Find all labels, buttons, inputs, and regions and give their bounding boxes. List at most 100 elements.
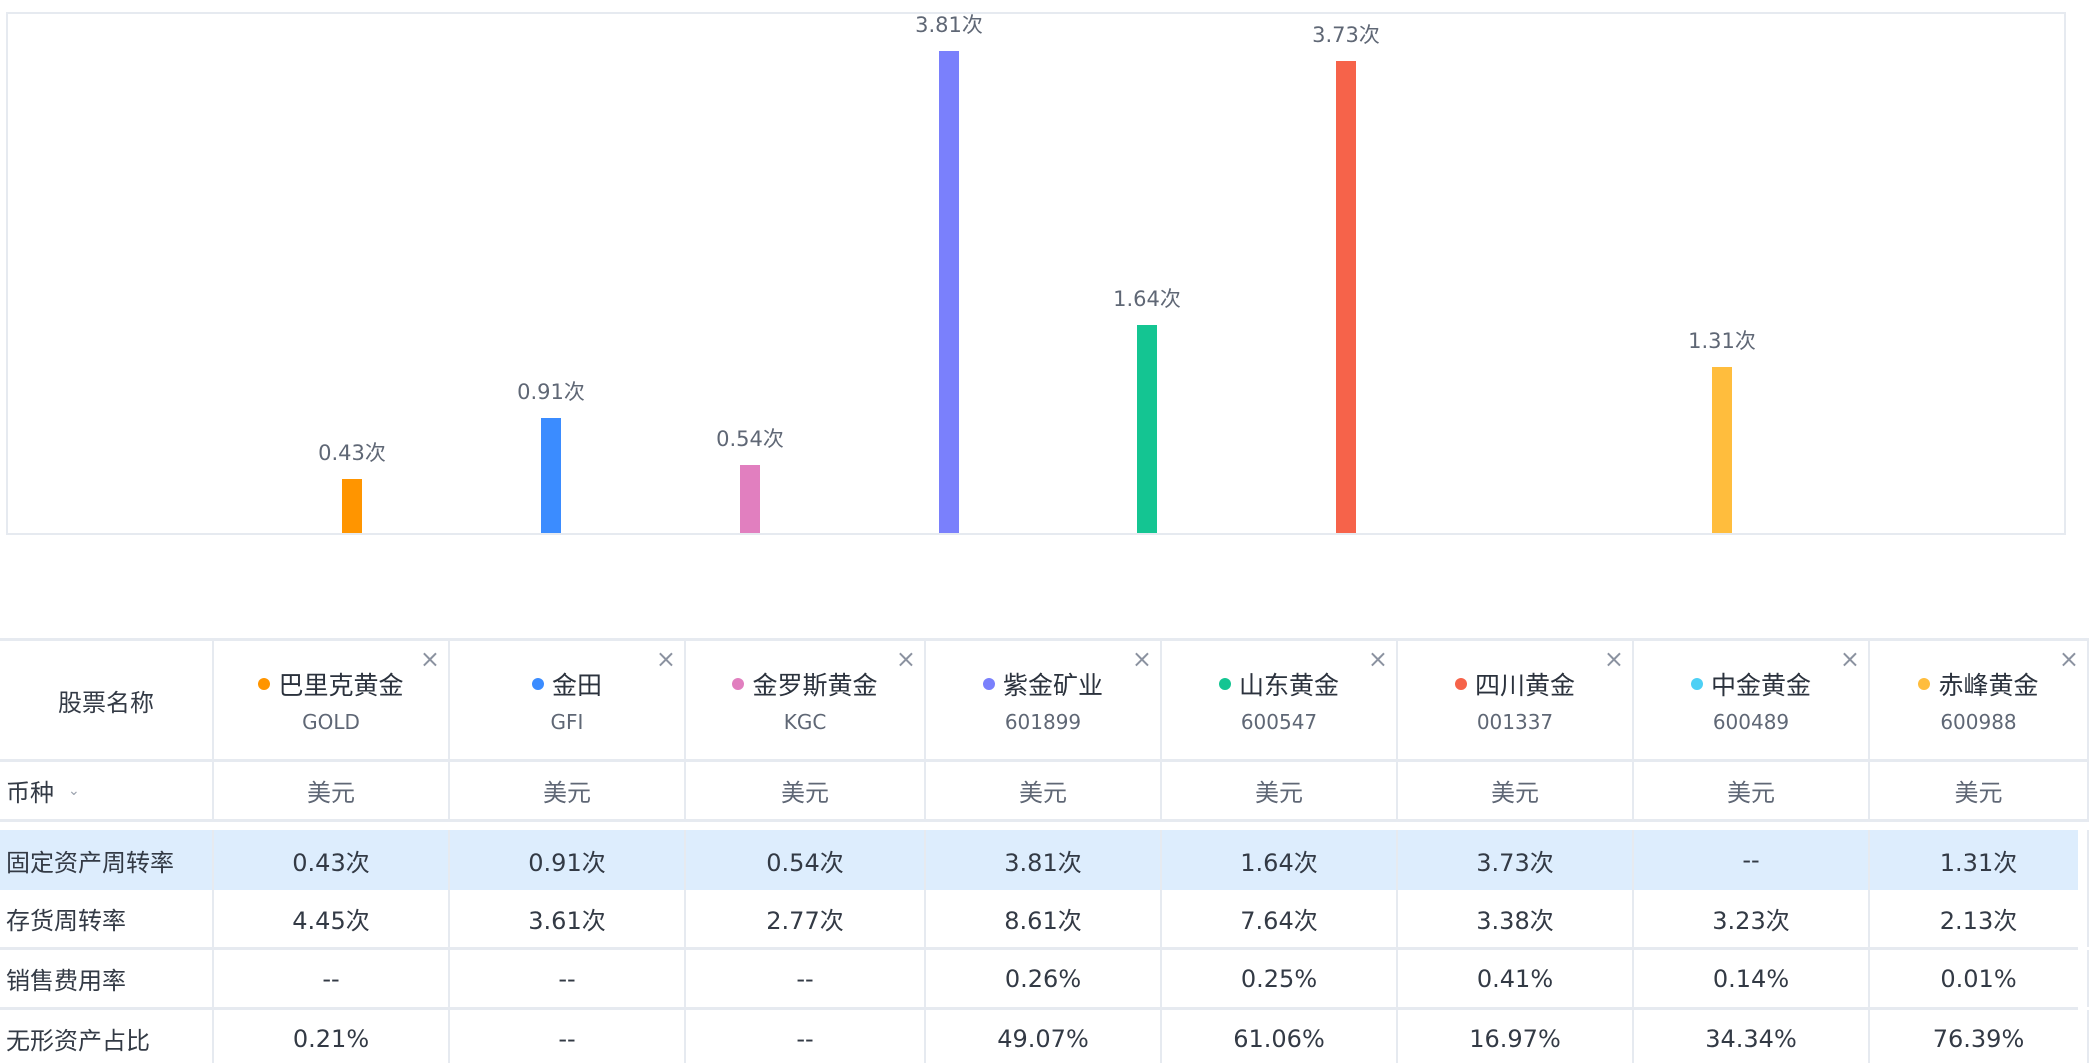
bar[interactable] <box>939 51 959 533</box>
stock-head: 金田 GFI <box>531 666 602 734</box>
stock-name[interactable]: 紫金矿业 <box>982 666 1103 702</box>
row-label-cell: 固定资产周转率 <box>0 830 214 890</box>
chevron-down-icon[interactable]: ⌄ <box>68 782 80 799</box>
bar[interactable] <box>342 479 362 533</box>
close-icon[interactable]: × <box>419 645 440 673</box>
bar[interactable] <box>740 465 760 533</box>
stock-name[interactable]: 山东黄金 <box>1218 666 1339 702</box>
cell-value: 16.97% <box>1469 1024 1561 1053</box>
table-cell: -- <box>450 1010 686 1063</box>
stock-name-text: 中金黄金 <box>1710 671 1811 700</box>
color-dot-icon <box>732 678 745 690</box>
cell-value: 0.91次 <box>528 848 606 877</box>
cell-value: 34.34% <box>1705 1024 1797 1053</box>
close-icon[interactable]: × <box>895 645 916 673</box>
close-icon[interactable]: × <box>1839 645 1860 673</box>
currency-value: 美元 <box>1727 779 1775 807</box>
bar-value-label: 3.81次 <box>915 13 983 37</box>
close-icon[interactable]: × <box>2058 645 2079 673</box>
table-cell: 0.01% <box>1870 950 2089 1007</box>
stock-header-cell: × 紫金矿业 601899 <box>926 641 1162 759</box>
cell-value: 0.01% <box>1940 964 2017 993</box>
close-icon[interactable]: × <box>1603 645 1624 673</box>
cell-value: 0.26% <box>1004 964 1082 993</box>
stock-head: 山东黄金 600547 <box>1218 666 1339 734</box>
table-row[interactable]: 存货周转率 4.45次 3.61次 2.77次 8.61次 7.64次 3.38次 3.23次… <box>0 890 2089 950</box>
bar[interactable] <box>1137 325 1157 533</box>
currency-value: 美元 <box>307 779 355 807</box>
bar[interactable] <box>541 418 561 533</box>
table-row[interactable]: 固定资产周转率 0.43次 0.91次 0.54次 3.81次 1.64次 3.73次 -- 1… <box>0 830 2089 890</box>
stock-name-header: 股票名称 <box>58 688 154 717</box>
table-cell: -- <box>214 950 450 1007</box>
stock-code: 600988 <box>1940 710 2017 734</box>
row-label: 无形资产占比 <box>6 1027 150 1055</box>
close-icon[interactable]: × <box>655 645 676 673</box>
stock-name-text: 金罗斯黄金 <box>752 671 878 700</box>
cell-value: 2.77次 <box>766 907 844 935</box>
currency-value: 美元 <box>781 779 829 807</box>
table-cell: 0.54次 <box>686 830 926 890</box>
bar[interactable] <box>1336 61 1356 533</box>
cell-value: 3.61次 <box>528 907 606 935</box>
table-cell: -- <box>450 950 686 1007</box>
table-row[interactable]: 销售费用率 -- -- -- 0.26% 0.25% 0.41% 0.14% 0.01% <box>0 950 2089 1010</box>
table-cell: 1.64次 <box>1162 830 1398 890</box>
color-dot-icon <box>1218 678 1231 690</box>
stock-header-cell: × 巴里克黄金 GOLD <box>214 641 450 759</box>
table-row[interactable]: 无形资产占比 0.21% -- -- 49.07% 61.06% 16.97% 34.34% 7… <box>0 1010 2089 1063</box>
cell-value: 76.39% <box>1932 1024 2025 1053</box>
stock-name[interactable]: 金田 <box>531 666 602 702</box>
cell-value: 3.38次 <box>1476 907 1554 935</box>
stock-name[interactable]: 巴里克黄金 <box>258 666 404 702</box>
row-label-cell: 无形资产占比 <box>0 1010 214 1063</box>
stock-name[interactable]: 金罗斯黄金 <box>732 666 878 702</box>
close-icon[interactable]: × <box>1131 645 1152 673</box>
table-cell: 3.73次 <box>1398 830 1634 890</box>
table-cell: 0.41% <box>1398 950 1634 1007</box>
stock-code: 600547 <box>1240 710 1318 734</box>
currency-value: 美元 <box>1954 779 2003 807</box>
stock-code: GFI <box>550 710 584 734</box>
currency-value: 美元 <box>1255 779 1303 807</box>
stock-name[interactable]: 中金黄金 <box>1690 666 1811 702</box>
table-cell: 0.25% <box>1162 950 1398 1007</box>
stock-header-cell: × 金田 GFI <box>450 641 686 759</box>
cell-value: 0.14% <box>1712 964 1790 993</box>
stock-name-text: 巴里克黄金 <box>278 671 404 700</box>
stock-name-text: 山东黄金 <box>1238 671 1339 700</box>
color-dot-icon <box>982 678 995 690</box>
stock-code: 600489 <box>1712 710 1790 734</box>
bar-value-label: 0.43次 <box>318 441 386 465</box>
stock-name[interactable]: 四川黄金 <box>1454 666 1575 702</box>
stock-head: 中金黄金 600489 <box>1690 666 1811 734</box>
table-cell: 34.34% <box>1634 1010 1870 1063</box>
table-cell: 0.91次 <box>450 830 686 890</box>
close-icon[interactable]: × <box>1367 645 1388 673</box>
header-label-cell: 股票名称 <box>0 641 214 759</box>
row-label: 销售费用率 <box>6 967 126 995</box>
cell-value: 1.31次 <box>1939 848 2018 877</box>
currency-value: 美元 <box>1491 779 1539 807</box>
bar-value-label: 1.31次 <box>1688 329 1756 353</box>
cell-value: 7.64次 <box>1240 907 1318 935</box>
stock-name[interactable]: 赤峰黄金 <box>1918 666 2039 702</box>
table-cell: 3.38次 <box>1398 890 1634 947</box>
table-cell: -- <box>686 950 926 1007</box>
currency-row: 币种 ⌄ 美元 美元 美元 美元 美元 美元 美元 美元 <box>0 762 2089 822</box>
table-cell: 3.81次 <box>926 830 1162 890</box>
currency-label: 币种 <box>6 779 54 807</box>
bar[interactable] <box>1712 367 1732 533</box>
table-cell: 3.23次 <box>1634 890 1870 947</box>
table-cell: 16.97% <box>1398 1010 1634 1063</box>
row-label: 固定资产周转率 <box>6 848 174 877</box>
cell-value: 61.06% <box>1233 1024 1325 1053</box>
table-cell: 61.06% <box>1162 1010 1398 1063</box>
cell-value: -- <box>558 1024 576 1053</box>
cell-value: 0.41% <box>1476 964 1554 993</box>
table-cell: 1.31次 <box>1870 830 2089 890</box>
currency-cell: 美元 <box>214 762 450 819</box>
stock-name-text: 金田 <box>551 671 602 700</box>
cell-value: -- <box>796 964 814 993</box>
currency-selector[interactable]: 币种 ⌄ <box>0 762 214 819</box>
